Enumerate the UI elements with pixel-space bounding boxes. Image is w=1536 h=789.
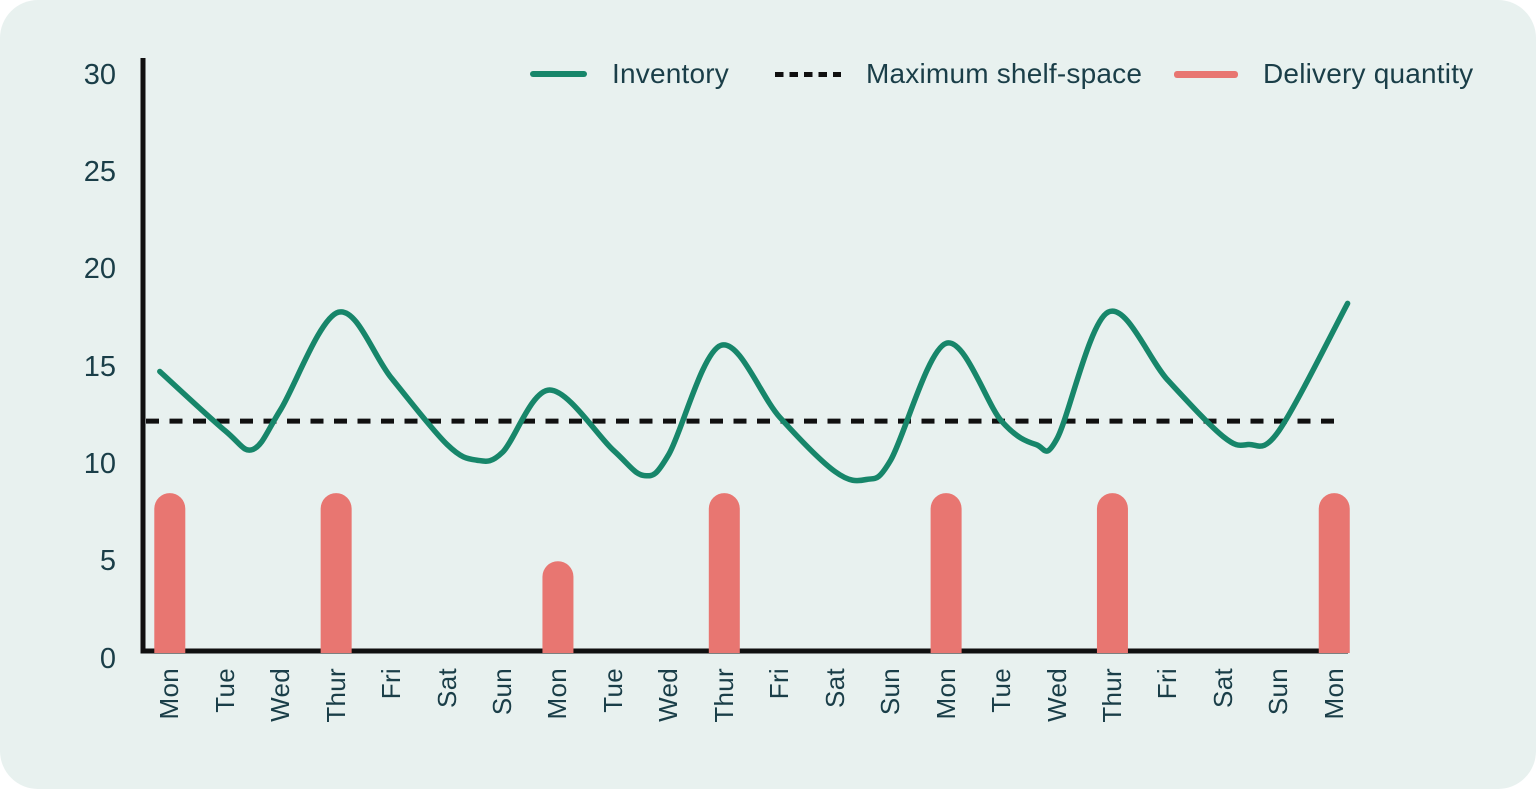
delivery-quantity-bar — [320, 493, 352, 653]
y-tick-label-0: 0 — [99, 642, 116, 675]
x-tick-label-mon-21: Mon — [1284, 668, 1384, 760]
delivery-quantity-bar — [1096, 493, 1128, 653]
y-tick-label-5: 5 — [99, 545, 116, 578]
y-tick-label-15: 15 — [83, 350, 116, 383]
delivery-line-swatch — [1174, 70, 1238, 78]
delivery-quantity-bar — [154, 493, 186, 653]
inventory-line — [157, 300, 1351, 484]
delivery-quantity-bar — [1318, 493, 1350, 653]
legend-item-delivery-quantity: Delivery quantity — [1174, 56, 1473, 92]
legend-label-inventory: Inventory — [612, 58, 729, 89]
legend-item-inventory: Inventory — [530, 56, 729, 92]
chart-legend: Inventory Maximum shelf-space Delivery q… — [530, 56, 1473, 92]
y-tick-label-25: 25 — [83, 156, 116, 189]
y-tick-label-30: 30 — [83, 58, 116, 91]
legend-label-delivery-quantity: Delivery quantity — [1263, 58, 1474, 89]
y-tick-label-10: 10 — [83, 447, 116, 480]
inventory-line-swatch — [530, 71, 587, 77]
day-label: Mon — [1318, 668, 1349, 720]
legend-label-max-shelf-space: Maximum shelf-space — [866, 58, 1143, 89]
legend-item-max-shelf-space: Maximum shelf-space — [775, 56, 1142, 92]
delivery-quantity-bar — [708, 493, 740, 653]
y-tick-label-20: 20 — [83, 253, 116, 286]
max-shelf-space-dashed-swatch — [775, 71, 841, 77]
delivery-quantity-bar — [542, 561, 574, 653]
delivery-quantity-bar — [930, 493, 962, 653]
